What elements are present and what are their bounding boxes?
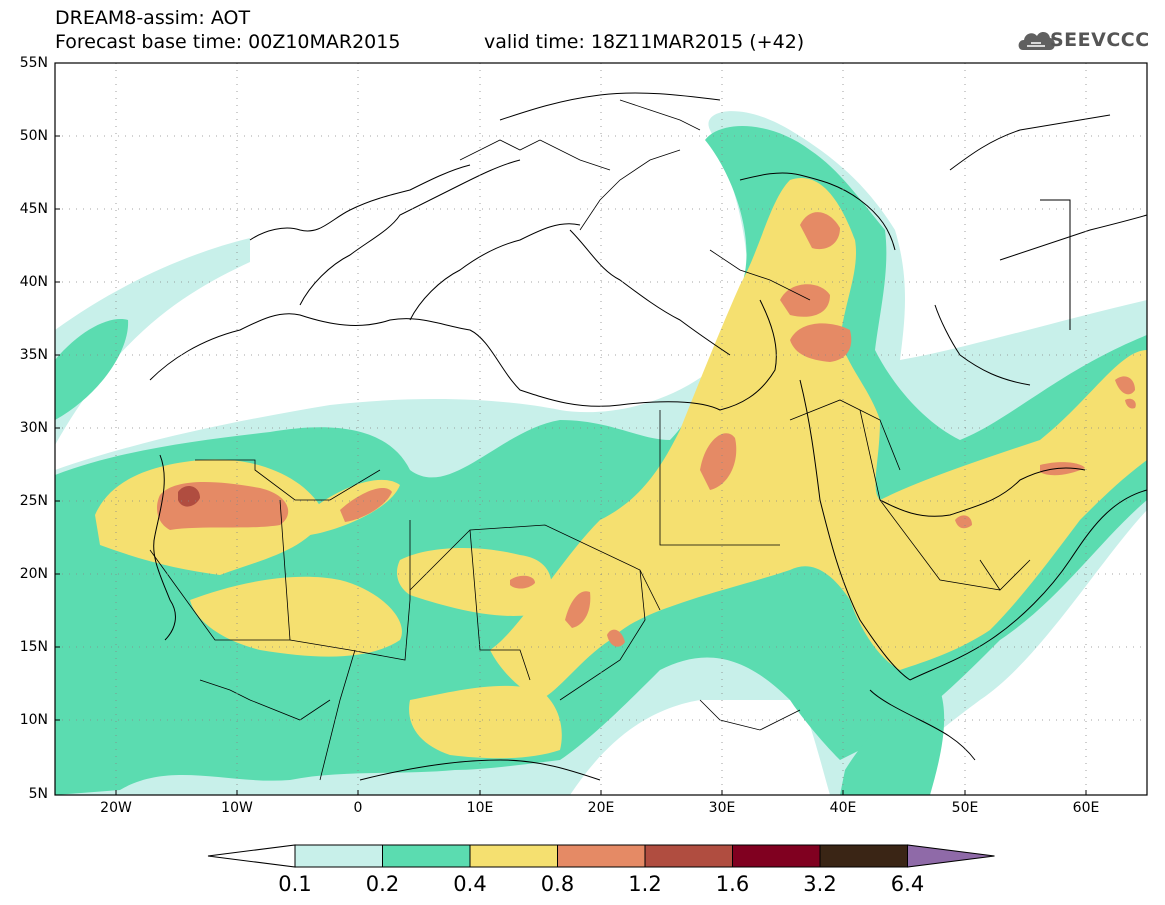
lon-label: 0	[353, 800, 363, 816]
logo-text: SEEVCCC	[1050, 29, 1150, 51]
colorbar-label: 0.8	[540, 872, 575, 896]
colorbar-label: 6.4	[890, 872, 925, 896]
lat-label: 35N	[19, 347, 48, 363]
lat-label: 10N	[19, 712, 48, 728]
lon-label: 50E	[951, 800, 979, 816]
lat-label: 55N	[19, 55, 48, 71]
lat-label: 30N	[19, 420, 48, 436]
forecast-base-time: Forecast base time: 00Z10MAR2015	[55, 31, 401, 53]
colorbar-label: 1.2	[628, 872, 662, 896]
valid-time: valid time: 18Z11MAR2015 (+42)	[484, 31, 805, 53]
lon-label: 10E	[466, 800, 494, 816]
lat-label: 20N	[19, 566, 48, 582]
country-borders	[149, 99, 1031, 781]
colorbar-label: 0.4	[453, 872, 487, 896]
colorbar-label: 0.2	[365, 872, 400, 896]
lat-label: 15N	[19, 639, 48, 655]
colorbar-label: 0.1	[278, 872, 312, 896]
aot-field-1.2	[178, 486, 200, 507]
cloud-logo-icon	[1018, 32, 1055, 50]
lon-label: 30E	[708, 800, 736, 816]
lat-label: 25N	[19, 493, 48, 509]
coastlines	[149, 92, 1147, 781]
graticule	[55, 63, 1147, 795]
lon-label: 60E	[1072, 800, 1100, 816]
lat-label: 40N	[19, 274, 48, 290]
lat-label: 45N	[19, 201, 48, 217]
map-title: DREAM8-assim: AOT	[55, 7, 251, 29]
lon-label: 20E	[587, 800, 615, 816]
colorbar-label: 3.2	[803, 872, 837, 896]
lat-label: 5N	[28, 786, 48, 802]
lat-label: 50N	[19, 128, 48, 144]
lon-label: 40E	[829, 800, 857, 816]
lon-label: 10W	[221, 800, 253, 816]
colorbar-label: 1.6	[715, 872, 750, 896]
lon-label: 20W	[100, 800, 132, 816]
